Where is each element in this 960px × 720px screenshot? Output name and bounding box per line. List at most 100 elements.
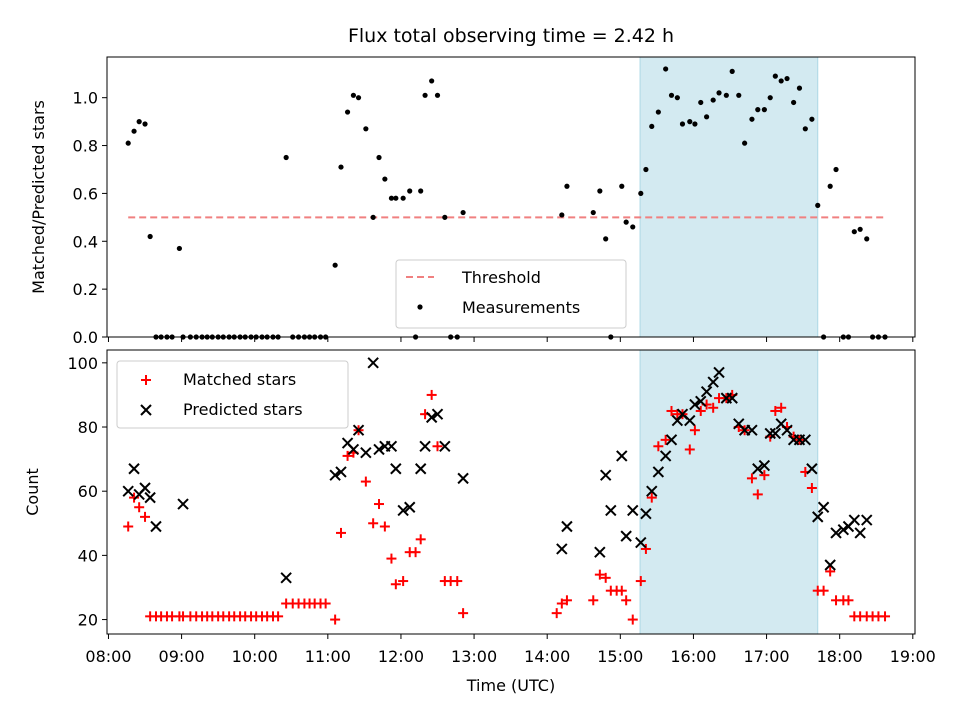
- measurement-point: [460, 209, 466, 216]
- measurement-point: [729, 68, 735, 74]
- bottom-observing-window: [639, 349, 819, 635]
- measurement-point: [623, 219, 629, 225]
- measurement-point: [809, 116, 815, 122]
- predicted-stars-series: [122, 357, 873, 584]
- matched-star-point: [776, 402, 787, 413]
- measurement-point: [136, 119, 142, 125]
- measurement-point: [704, 114, 710, 120]
- predicted-star-point: [177, 498, 189, 510]
- measurement-point: [742, 140, 748, 146]
- measurement-point: [687, 119, 693, 125]
- predicted-star-point: [758, 459, 771, 472]
- measurement-point: [176, 245, 182, 252]
- x-tick-label: 12:00: [378, 647, 424, 666]
- bottom-y-axis: 20 40 60 80 100: [67, 354, 107, 630]
- matched-star-point: [398, 576, 409, 587]
- matched-star-point: [825, 566, 836, 577]
- predicted-star-point: [695, 395, 707, 408]
- measurement-point: [802, 126, 808, 132]
- matched-star-point: [415, 534, 426, 545]
- predicted-star-point: [854, 527, 866, 539]
- measurement-point: [142, 121, 148, 127]
- predicted-star-point: [128, 463, 140, 475]
- x-tick-label: 13:00: [451, 647, 497, 666]
- predicted-star-point: [367, 357, 379, 369]
- predicted-star-point: [684, 414, 696, 427]
- predicted-star-point: [431, 408, 444, 420]
- measurement-point: [147, 233, 153, 240]
- predicted-star-point: [806, 463, 818, 475]
- measurement-point: [355, 95, 362, 101]
- y-tick-label: 40: [78, 546, 98, 565]
- predicted-star-point: [352, 424, 365, 436]
- measurement-point: [791, 99, 797, 106]
- predicted-star-point: [605, 504, 617, 517]
- measurement-point: [376, 154, 382, 161]
- measurement-point: [864, 236, 870, 242]
- matched-star-point: [594, 569, 605, 580]
- predicted-star-point: [397, 504, 409, 517]
- measurement-point: [434, 92, 441, 98]
- legend-measurements-swatch: [417, 304, 423, 310]
- predicted-star-point: [746, 424, 758, 436]
- matched-star-point: [635, 576, 646, 587]
- x-axis-label: Time (UTC): [466, 676, 555, 695]
- measurement-point: [559, 212, 565, 218]
- matched-star-point: [432, 441, 443, 452]
- matched-star-point: [616, 585, 627, 596]
- measurement-point: [363, 126, 369, 132]
- predicted-star-point: [390, 463, 402, 475]
- predicted-star-point: [594, 546, 606, 558]
- measurement-point: [429, 78, 435, 84]
- measurement-point: [344, 109, 351, 115]
- predicted-star-point: [713, 366, 725, 379]
- top-legend: Threshold Measurements: [395, 259, 627, 329]
- predicted-star-point: [347, 443, 360, 456]
- matched-star-point: [806, 482, 817, 493]
- bottom-x-axis: 08:00 09:00 10:00 11:00 12:00 13:00 14:00 15:00…: [85, 634, 936, 666]
- measurement-point: [749, 116, 755, 122]
- matched-star-point: [390, 579, 401, 590]
- predicted-star-point: [404, 501, 416, 513]
- matched-star-point: [689, 425, 700, 436]
- measurement-point: [603, 236, 609, 242]
- predicted-star-point: [419, 440, 431, 452]
- matched-star-point: [129, 492, 140, 503]
- measurement-point: [590, 209, 596, 216]
- predicted-star-point: [665, 434, 678, 446]
- matched-star-point: [134, 502, 145, 513]
- measurement-point: [827, 183, 833, 189]
- predicted-star-point: [620, 530, 632, 542]
- matched-star-point: [746, 473, 757, 484]
- predicted-star-point: [335, 466, 347, 478]
- y-tick-label: 100: [67, 354, 98, 373]
- matched-star-point: [653, 441, 664, 452]
- measurement-point: [655, 109, 661, 115]
- x-tick-label: 14:00: [524, 647, 570, 666]
- matched-star-point: [588, 595, 599, 606]
- matched-star-point: [627, 614, 638, 625]
- observing-window-band: [639, 349, 819, 635]
- matched-star-point: [684, 444, 695, 455]
- measurement-point: [815, 202, 821, 208]
- measurement-point: [710, 97, 716, 103]
- predicted-star-point: [457, 472, 469, 485]
- measurement-point: [283, 154, 289, 161]
- legend-matched-label: Matched stars: [183, 370, 296, 389]
- top-y-axis: 0.0 0.2 0.4 0.6 0.8 1.0: [73, 89, 107, 347]
- top-axes-frame: [106, 56, 916, 338]
- matched-star-point: [273, 611, 284, 622]
- predicted-star-point: [599, 469, 612, 481]
- predicted-star-point: [373, 443, 385, 456]
- measurement-point: [418, 188, 424, 194]
- observing-window-band: [639, 56, 819, 338]
- matched-star-point: [646, 492, 657, 503]
- legend-matched-swatch: [141, 375, 151, 385]
- bottom-panel-counts: 20 40 60 80 100 08:00 09:00 10:00 11:00 12:00 13:…: [23, 349, 936, 695]
- predicted-star-point: [646, 485, 658, 497]
- matched-star-point: [770, 405, 781, 416]
- legend-threshold-label: Threshold: [461, 268, 541, 287]
- predicted-star-point: [635, 536, 647, 549]
- measurement-point: [679, 121, 686, 127]
